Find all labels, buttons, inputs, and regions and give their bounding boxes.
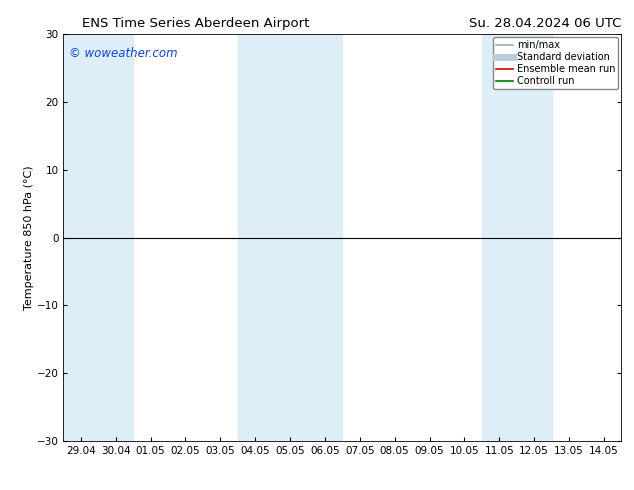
Bar [63,34,133,441]
Y-axis label: Temperature 850 hPa (°C): Temperature 850 hPa (°C) [24,165,34,310]
Bar [238,34,342,441]
Legend: min/max, Standard deviation, Ensemble mean run, Controll run: min/max, Standard deviation, Ensemble me… [493,37,618,89]
Text: © woweather.com: © woweather.com [69,47,178,59]
Bar [482,34,552,441]
Text: ENS Time Series Aberdeen Airport: ENS Time Series Aberdeen Airport [82,17,310,30]
Text: Su. 28.04.2024 06 UTC: Su. 28.04.2024 06 UTC [469,17,621,30]
